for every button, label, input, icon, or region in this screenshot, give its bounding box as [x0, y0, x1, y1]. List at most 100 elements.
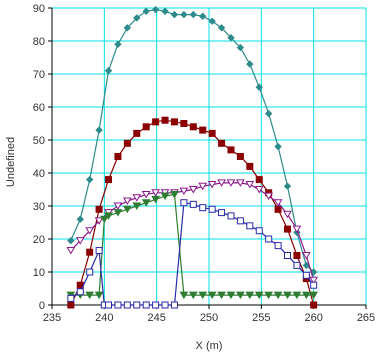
y-tick-label: 80	[33, 36, 45, 48]
data-point	[246, 60, 254, 68]
data-point	[310, 281, 318, 289]
data-point	[273, 199, 283, 207]
data-point	[141, 199, 151, 207]
data-point	[245, 181, 255, 189]
data-point	[246, 162, 254, 170]
x-tick-label: 240	[95, 312, 113, 324]
data-point	[95, 247, 103, 255]
data-point	[310, 301, 318, 309]
data-point	[85, 291, 95, 300]
data-point	[180, 10, 188, 19]
data-point	[284, 225, 291, 233]
data-point	[114, 153, 122, 160]
data-point	[198, 182, 208, 191]
data-point	[264, 109, 273, 118]
data-point	[133, 14, 141, 22]
data-point	[293, 252, 301, 259]
data-point	[274, 242, 282, 250]
data-point	[274, 205, 282, 213]
data-point	[113, 202, 123, 210]
data-point	[123, 24, 132, 32]
data-point	[264, 192, 274, 201]
data-point	[161, 301, 169, 309]
data-point	[188, 186, 198, 194]
data-point	[132, 194, 142, 202]
data-point	[301, 252, 311, 260]
data-point	[293, 261, 301, 269]
data-point	[208, 205, 216, 213]
data-point	[133, 301, 141, 309]
data-point	[274, 142, 282, 151]
data-point	[218, 209, 226, 217]
x-tick-label: 265	[357, 312, 375, 324]
data-point	[245, 291, 255, 300]
data-point	[292, 225, 302, 234]
data-point	[208, 129, 216, 137]
grid-lines	[51, 7, 367, 306]
data-point	[142, 301, 150, 309]
data-point	[284, 252, 291, 259]
data-point	[199, 12, 207, 20]
data-point	[85, 227, 95, 235]
data-point	[151, 5, 160, 14]
data-point	[104, 212, 113, 220]
data-point	[104, 66, 113, 75]
data-point	[152, 301, 160, 309]
data-point	[105, 176, 113, 184]
y-tick-label: 40	[33, 168, 45, 180]
data-point	[86, 248, 94, 256]
data-point	[189, 10, 198, 19]
data-point	[114, 301, 122, 309]
data-point	[123, 301, 131, 309]
data-point	[226, 291, 236, 300]
data-point	[199, 204, 207, 212]
data-point	[179, 187, 189, 196]
y-tick-label: 20	[33, 234, 45, 246]
data-point	[236, 217, 244, 225]
data-point	[265, 235, 273, 243]
series-group	[66, 5, 319, 309]
data-point	[99, 215, 109, 224]
data-point	[255, 176, 263, 184]
y-axis-label: Undefined	[5, 137, 17, 187]
data-point	[264, 291, 274, 300]
data-point	[105, 301, 113, 309]
data-point	[273, 291, 283, 300]
data-point	[218, 139, 226, 147]
data-point	[170, 10, 179, 19]
data-point	[236, 43, 245, 52]
x-tick-label: 260	[304, 312, 322, 324]
data-point	[236, 153, 244, 160]
x-tick-label: 245	[147, 312, 165, 324]
x-tick-label: 250	[200, 312, 218, 324]
data-point	[170, 301, 178, 309]
data-point	[142, 123, 150, 131]
data-point	[254, 186, 264, 194]
data-point	[217, 291, 226, 300]
series-1	[67, 5, 318, 276]
data-point	[114, 40, 122, 49]
data-point	[76, 288, 84, 296]
data-point	[309, 276, 319, 285]
data-point	[188, 291, 198, 300]
y-tick-label: 60	[33, 102, 45, 114]
data-point	[179, 291, 189, 300]
tick-labels: 235 240 245 250 255 260 265 0 10 20 30 40 50 60 70 80 90	[33, 3, 375, 324]
data-point	[85, 175, 94, 184]
data-point	[94, 291, 104, 300]
data-point	[95, 205, 103, 213]
x-axis-label: X (m)	[196, 340, 223, 352]
data-point	[236, 179, 245, 187]
y-tick-label: 50	[33, 135, 45, 147]
x-tick-label: 255	[252, 312, 270, 324]
data-point	[170, 190, 179, 199]
data-point	[161, 7, 169, 16]
series-2	[67, 116, 318, 309]
x-tick-label: 235	[43, 312, 61, 324]
data-point	[207, 291, 217, 300]
y-tick-label: 10	[33, 267, 45, 279]
data-point	[161, 116, 169, 124]
data-point	[227, 212, 235, 220]
data-point	[246, 222, 254, 230]
